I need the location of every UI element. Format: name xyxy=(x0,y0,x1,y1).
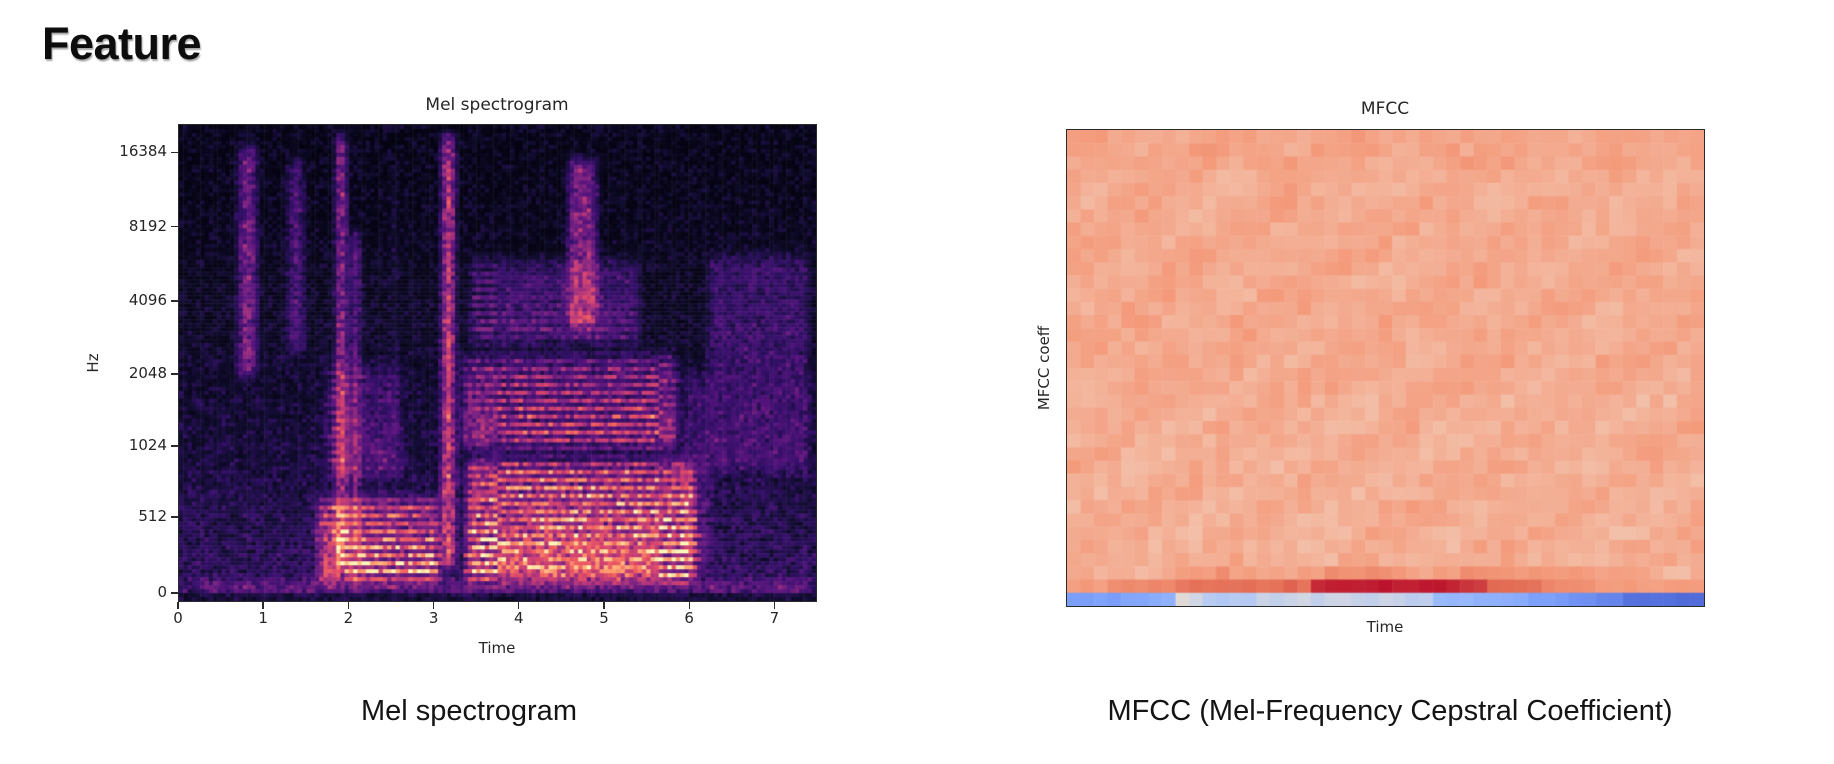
mfcc-plot-title: MFCC xyxy=(1360,99,1410,119)
mfcc-x-axis-label: Time xyxy=(1366,618,1404,636)
mel-y-tick-label: 0 xyxy=(157,582,167,601)
mel-y-tick-mark xyxy=(171,226,178,228)
mel-caption: Mel spectrogram xyxy=(361,695,577,727)
mel-spectrogram-heatmap xyxy=(179,125,816,601)
mel-x-tick-label: 2 xyxy=(343,609,354,627)
mel-x-tick-label: 0 xyxy=(173,609,183,627)
mel-y-tick-label: 2048 xyxy=(128,363,167,382)
mel-x-tick-mark xyxy=(347,602,350,609)
mel-plot-title: Mel spectrogram xyxy=(425,95,569,115)
mel-plot-area xyxy=(178,124,817,602)
mel-y-tick-label: 1024 xyxy=(128,436,167,455)
mfcc-y-axis-label: MFCC coeff xyxy=(1035,325,1053,411)
mel-x-tick-label: 3 xyxy=(428,609,439,627)
mel-x-axis-label: Time xyxy=(478,639,516,657)
page-title: Feature xyxy=(42,18,202,69)
mel-x-tick-mark xyxy=(262,602,264,609)
mel-y-tick-mark xyxy=(171,445,178,447)
mel-y-tick-mark xyxy=(171,592,178,594)
mel-x-tick-label: 4 xyxy=(513,609,524,627)
mel-x-tick-label: 7 xyxy=(769,609,780,627)
mel-y-tick-label: 16384 xyxy=(119,142,167,161)
mel-x-tick-mark xyxy=(773,602,776,609)
mel-y-tick-mark xyxy=(171,373,178,375)
mel-y-tick-mark xyxy=(171,516,178,518)
mel-y-tick-label: 4096 xyxy=(128,290,167,309)
mel-y-tick-label: 8192 xyxy=(128,216,167,235)
mel-y-tick-label: 512 xyxy=(138,506,167,525)
mfcc-plot-area xyxy=(1066,129,1705,607)
mel-x-tick-mark xyxy=(518,602,520,609)
mfcc-caption: MFCC (Mel-Frequency Cepstral Coefficient… xyxy=(1107,695,1673,727)
mel-x-tick-mark xyxy=(603,602,605,609)
mel-x-tick-mark xyxy=(177,602,179,609)
mel-x-tick-mark xyxy=(432,602,435,609)
mfcc-heatmap xyxy=(1067,130,1704,606)
mel-x-tick-label: 5 xyxy=(599,609,609,627)
mel-y-tick-mark xyxy=(171,300,178,302)
mel-y-tick-mark xyxy=(171,151,178,153)
mel-x-tick-label: 6 xyxy=(684,609,694,627)
mel-x-tick-label: 1 xyxy=(258,609,268,627)
mel-x-tick-mark xyxy=(688,602,690,609)
